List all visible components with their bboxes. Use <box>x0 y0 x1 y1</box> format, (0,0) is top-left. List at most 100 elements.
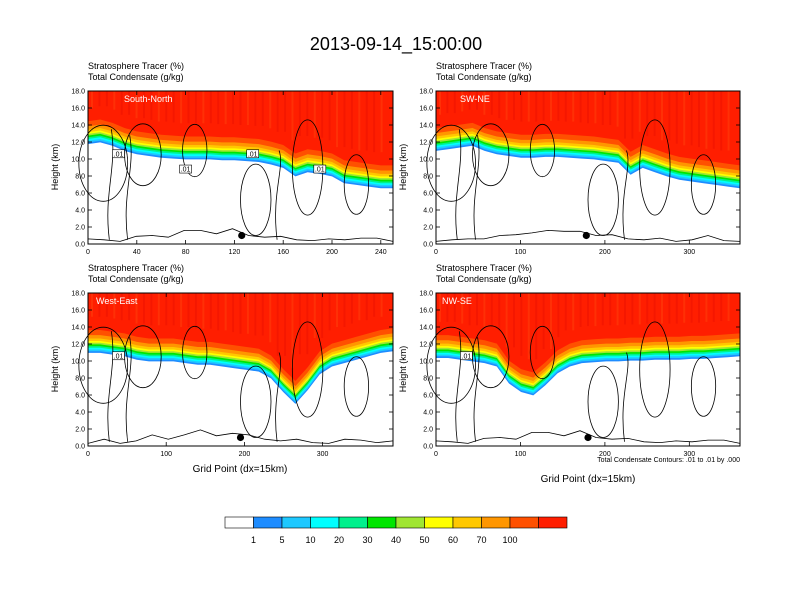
colorbar: 1 5 10 20 30 40 50 60 70 100 <box>224 516 568 545</box>
x-tick-label: 40 <box>133 249 141 256</box>
y-tick-label: 6.0 <box>423 191 433 198</box>
colorbar-label: 60 <box>448 535 458 545</box>
condensate-tower <box>125 135 132 240</box>
colorbar-swatch <box>224 516 254 529</box>
x-tick-label: 0 <box>86 451 90 458</box>
colorbar-swatch <box>281 516 311 529</box>
colorbar-label: 100 <box>502 535 517 545</box>
panel-label: West-East <box>96 296 138 306</box>
condensate-contour <box>639 321 671 418</box>
y-tick-label: 18.0 <box>71 291 85 298</box>
condensate-contour <box>291 321 324 418</box>
y-tick-label: 14.0 <box>419 123 433 130</box>
location-marker <box>238 231 246 240</box>
colorbar-label: 20 <box>334 535 344 545</box>
contour-label: .01 <box>114 353 124 360</box>
x-tick-label: 200 <box>599 451 611 458</box>
y-tick-label: 2.0 <box>423 225 433 232</box>
colorbar-label: 30 <box>362 535 372 545</box>
contour-label: .01 <box>315 167 325 174</box>
colorbar-label: 50 <box>419 535 429 545</box>
contour-label: .01 <box>248 151 258 158</box>
x-tick-label: 160 <box>277 249 289 256</box>
terrain-line <box>87 228 394 242</box>
y-tick-label: 4.0 <box>75 208 85 215</box>
colorbar-swatch <box>481 516 511 529</box>
x-tick-label: 0 <box>434 451 438 458</box>
y-tick-label: 8.0 <box>75 376 85 383</box>
colorbar-label: 1 <box>251 535 256 545</box>
panel-label: NW-SE <box>442 296 472 306</box>
condensate-contour <box>529 325 555 380</box>
terrain-line <box>435 430 741 444</box>
subtitle-line-2: Total Condensate (g/kg) <box>436 72 532 82</box>
panel-sw-ne: Stratosphere Tracer (%) Total Condensate… <box>398 61 741 256</box>
condensate-contour <box>78 326 129 404</box>
colorbar-swatch <box>538 516 568 529</box>
y-axis-label: Height (km) <box>50 144 60 191</box>
condensate-contour <box>587 365 619 438</box>
x-tick-label: 300 <box>683 451 695 458</box>
contour-label: .01 <box>181 167 191 174</box>
subtitle-line-1: Stratosphere Tracer (%) <box>88 263 184 273</box>
condensate-contour <box>426 326 476 404</box>
tracer-band <box>88 91 393 166</box>
condensate-contour <box>472 123 510 187</box>
condensate-tower <box>622 352 629 442</box>
y-tick-label: 16.0 <box>71 106 85 113</box>
condensate-contour <box>182 325 208 380</box>
plot-area: .01 .01 .01 .01 0.0 2.0 4.0 6.0 8.0 10.0 12.0 14.0 1… <box>71 89 394 256</box>
y-tick-label: 0.0 <box>75 444 85 451</box>
location-marker <box>236 433 245 442</box>
condensate-tower <box>107 331 114 442</box>
terrain-line <box>435 229 741 242</box>
y-tick-label: 2.0 <box>75 427 85 434</box>
y-tick-label: 10.0 <box>419 359 433 366</box>
y-tick-label: 12.0 <box>71 342 85 349</box>
y-tick-label: 8.0 <box>423 174 433 181</box>
x-tick-label: 100 <box>515 451 527 458</box>
plot-frame <box>435 292 741 447</box>
tracer-band <box>436 293 740 373</box>
contour-note: Total Condensate Contours: .01 to .01 by… <box>597 457 740 464</box>
subtitle-line-1: Stratosphere Tracer (%) <box>88 61 184 71</box>
contour-label-box <box>112 351 125 361</box>
tracer-band <box>436 91 740 166</box>
y-tick-label: 2.0 <box>423 427 433 434</box>
subtitle-line-1: Stratosphere Tracer (%) <box>436 263 532 273</box>
condensate-contour <box>426 124 476 202</box>
y-tick-label: 6.0 <box>75 393 85 400</box>
x-tick-label: 100 <box>515 249 527 256</box>
x-tick-label: 80 <box>182 249 190 256</box>
y-tick-label: 14.0 <box>419 325 433 332</box>
contour-label-box <box>246 149 259 159</box>
y-tick-label: 8.0 <box>75 174 85 181</box>
subtitle-line-1: Stratosphere Tracer (%) <box>436 61 532 71</box>
y-tick-label: 4.0 <box>75 410 85 417</box>
colorbar-swatch <box>367 516 397 529</box>
colorbar-label: 5 <box>279 535 284 545</box>
y-tick-label: 16.0 <box>419 308 433 315</box>
panel-nw-se: Stratosphere Tracer (%) Total Condensate… <box>398 263 741 485</box>
y-tick-label: 16.0 <box>419 106 433 113</box>
x-tick-label: 300 <box>317 451 329 458</box>
x-tick-label: 100 <box>160 451 172 458</box>
plot-area: .01 0.0 2.0 4.0 6.0 8.0 10.0 12.0 14.0 16.0 18.0 0 1… <box>71 291 394 458</box>
y-tick-label: 12.0 <box>419 140 433 147</box>
colorbar-swatch <box>338 516 368 529</box>
condensate-tower <box>473 135 480 240</box>
y-tick-label: 0.0 <box>423 444 433 451</box>
x-tick-label: 200 <box>239 451 251 458</box>
y-tick-label: 4.0 <box>423 410 433 417</box>
y-tick-label: 12.0 <box>419 342 433 349</box>
plot-area: .01 0.0 2.0 4.0 6.0 8.0 10.0 12.0 14.0 16.0 18.0 0 1… <box>419 291 741 458</box>
y-tick-label: 0.0 <box>75 242 85 249</box>
colorbar-swatch <box>253 516 283 529</box>
y-tick-label: 4.0 <box>423 208 433 215</box>
condensate-tower <box>455 129 462 240</box>
contour-label: .01 <box>462 353 472 360</box>
x-axis-label: Grid Point (dx=15km) <box>193 464 288 475</box>
figure-title: 2013-09-14_15:00:00 <box>310 34 482 55</box>
x-tick-label: 200 <box>599 249 611 256</box>
condensate-contour <box>240 163 272 236</box>
